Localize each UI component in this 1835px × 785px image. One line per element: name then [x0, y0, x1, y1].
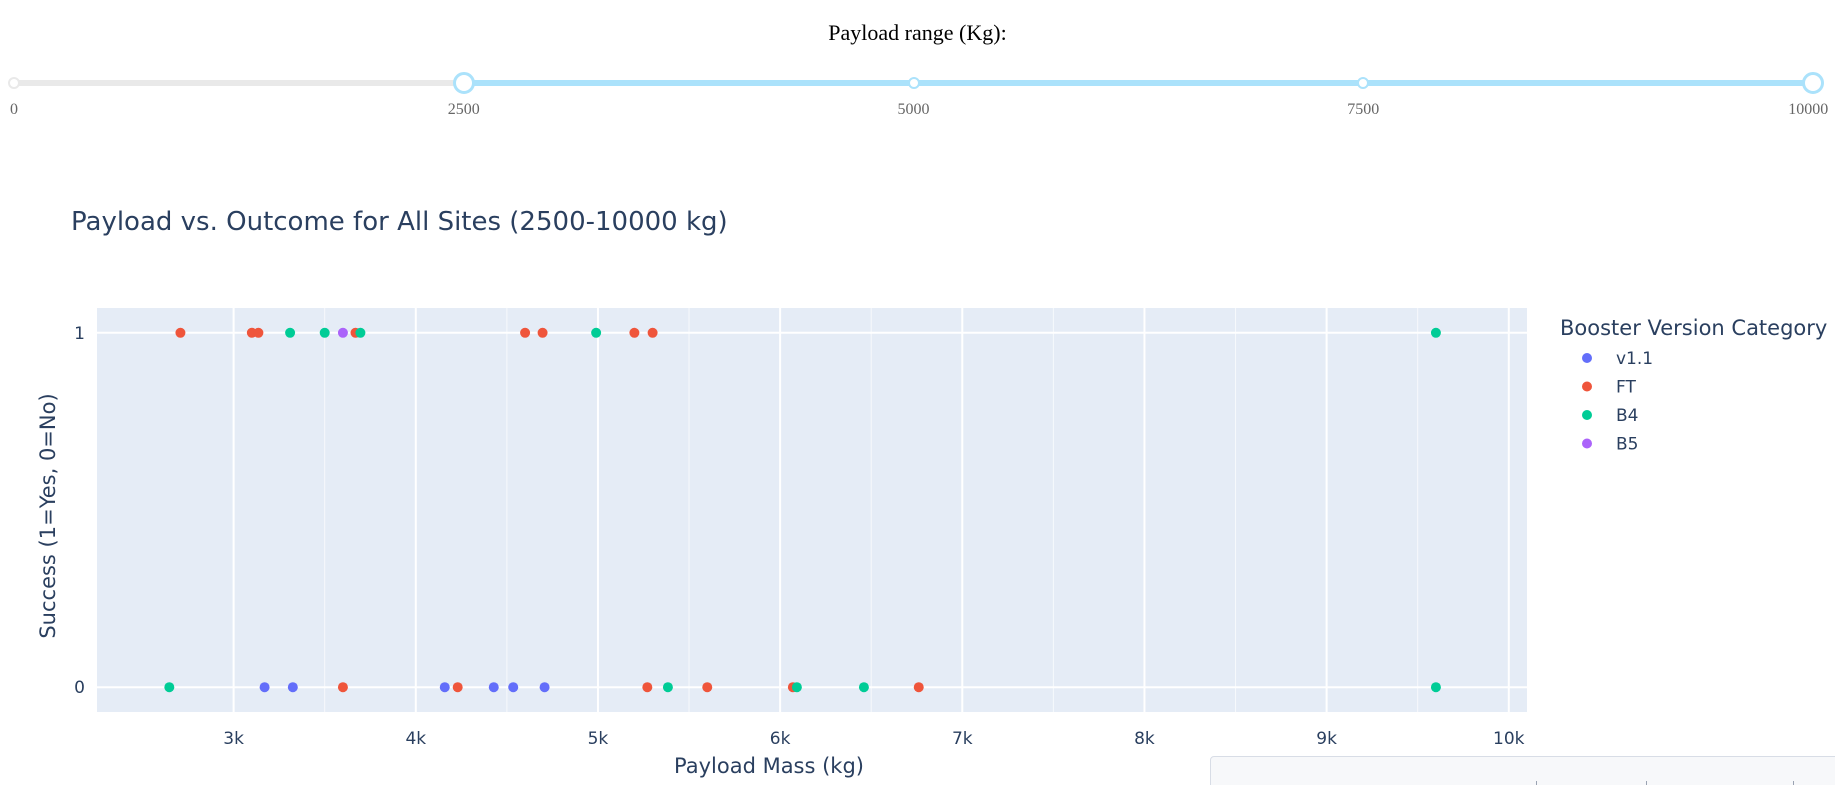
- data-point-v1-1[interactable]: [439, 682, 450, 693]
- x-tick-label: 6k: [770, 729, 791, 749]
- legend-marker[interactable]: [1582, 353, 1592, 363]
- data-point-v1-1[interactable]: [259, 682, 270, 693]
- data-point-b4[interactable]: [319, 327, 330, 338]
- slider-selected-track: [463, 80, 1813, 86]
- slider-dot: [1357, 77, 1370, 89]
- data-point-v1-1[interactable]: [488, 682, 499, 693]
- slider-mark-label[interactable]: 5000: [897, 101, 930, 118]
- legend-item-label[interactable]: FT: [1616, 378, 1636, 398]
- data-point-ft[interactable]: [642, 682, 653, 693]
- legend-item-label[interactable]: B5: [1616, 435, 1638, 455]
- slider-mark-label[interactable]: 10000: [1788, 101, 1829, 118]
- data-point-ft[interactable]: [702, 682, 713, 693]
- toolbar-divider: [1793, 781, 1794, 785]
- data-point-ft[interactable]: [647, 327, 658, 338]
- slider-dot: [8, 77, 20, 89]
- x-axis-title: Payload Mass (kg): [674, 754, 864, 778]
- data-point-b4[interactable]: [1430, 682, 1441, 693]
- x-tick-label: 5k: [588, 729, 609, 749]
- data-point-b5[interactable]: [337, 327, 348, 338]
- data-point-ft[interactable]: [520, 327, 531, 338]
- data-point-ft[interactable]: [175, 327, 186, 338]
- x-tick-label: 4k: [405, 729, 426, 749]
- data-point-b4[interactable]: [662, 682, 673, 693]
- chart-title: Payload vs. Outcome for All Sites (2500-…: [71, 207, 728, 237]
- toolbar-panel[interactable]: [1210, 756, 1835, 785]
- data-point-b4[interactable]: [591, 327, 602, 338]
- data-point-b4[interactable]: [1430, 327, 1441, 338]
- data-point-v1-1[interactable]: [287, 682, 298, 693]
- slider-mark-label[interactable]: 0: [10, 101, 18, 118]
- data-point-ft[interactable]: [337, 682, 348, 693]
- slider-dot: [907, 77, 920, 89]
- slider-mark-label[interactable]: 7500: [1347, 101, 1380, 118]
- slider-handle-max[interactable]: [1802, 72, 1824, 94]
- slider-label: Payload range (Kg):: [828, 20, 1007, 45]
- x-tick-label: 3k: [223, 729, 244, 749]
- x-tick-label: 7k: [952, 729, 973, 749]
- y-tick-label: 1: [74, 324, 85, 344]
- data-point-ft[interactable]: [253, 327, 264, 338]
- toolbar-divider: [1536, 781, 1537, 785]
- legend-marker[interactable]: [1582, 438, 1592, 449]
- data-point-ft[interactable]: [913, 682, 924, 693]
- data-point-v1-1[interactable]: [539, 682, 550, 693]
- data-point-ft[interactable]: [629, 327, 640, 338]
- x-tick-label: 8k: [1134, 729, 1155, 749]
- data-point-v1-1[interactable]: [508, 682, 519, 693]
- data-point-b4[interactable]: [355, 327, 366, 338]
- x-tick-label: 9k: [1316, 729, 1337, 749]
- y-tick-label: 0: [74, 678, 85, 698]
- y-axis-title: Success (1=Yes, 0=No): [36, 393, 60, 638]
- legend-marker[interactable]: [1582, 410, 1592, 420]
- plot-background: [97, 308, 1527, 712]
- slider-handle-min[interactable]: [452, 72, 475, 94]
- legend-item-label[interactable]: B4: [1616, 406, 1638, 426]
- legend-title: Booster Version Category: [1560, 316, 1827, 340]
- legend-item-label[interactable]: v1.1: [1616, 349, 1653, 369]
- data-point-ft[interactable]: [452, 682, 463, 693]
- data-point-b4[interactable]: [285, 327, 296, 338]
- data-point-b4[interactable]: [164, 682, 175, 693]
- data-point-ft[interactable]: [537, 327, 548, 338]
- x-tick-label: 10k: [1493, 729, 1525, 749]
- legend-marker[interactable]: [1582, 381, 1592, 392]
- data-point-b4[interactable]: [858, 682, 869, 693]
- toolbar-divider: [1646, 781, 1647, 785]
- data-point-b4[interactable]: [791, 682, 802, 693]
- slider-mark-label[interactable]: 2500: [447, 101, 480, 118]
